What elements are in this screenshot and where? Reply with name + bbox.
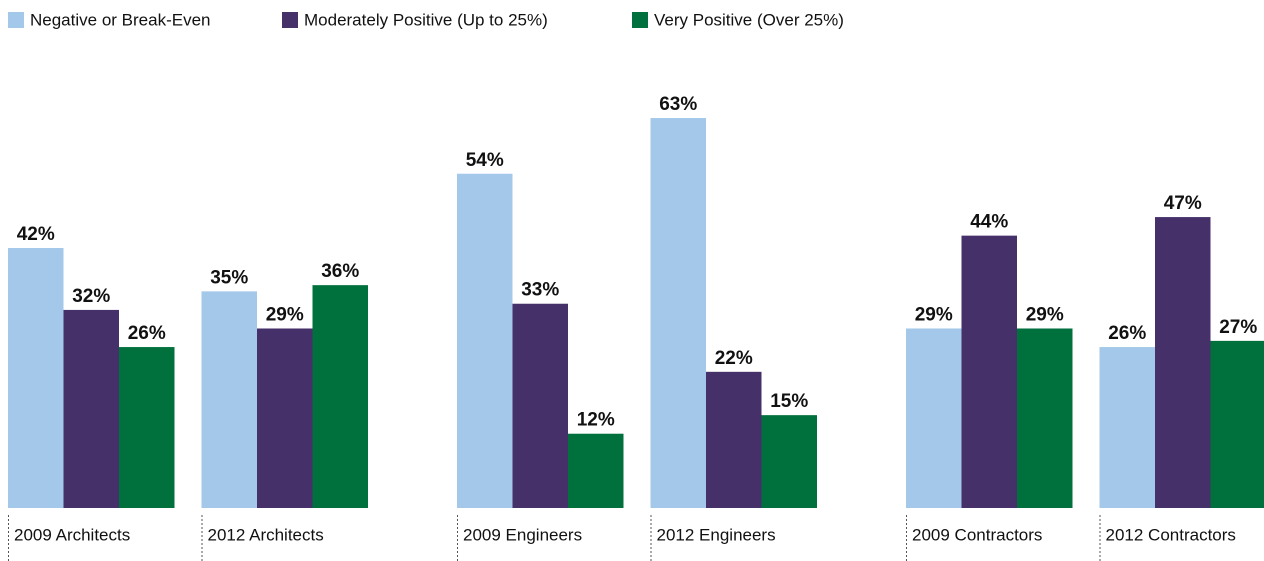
value-label: 26% [128,323,166,344]
bar [457,173,513,509]
value-label: 54% [466,150,504,171]
legend-swatch [632,12,648,28]
bar [706,371,762,508]
x-tick-label: 2012 Architects [208,525,324,544]
bar [63,309,119,508]
x-tick-label: 2009 Contractors [912,525,1042,544]
value-label: 29% [266,305,304,326]
value-label: 33% [521,280,559,301]
legend-swatch [282,12,298,28]
value-label: 47% [1164,193,1202,214]
value-label: 44% [970,212,1008,233]
bar [1155,217,1211,508]
bar [8,248,64,508]
bar [201,291,257,508]
bar [961,235,1017,508]
legend-label: Very Positive (Over 25%) [654,10,844,29]
value-label: 27% [1219,317,1257,338]
bar [1017,328,1073,508]
value-label: 26% [1108,323,1146,344]
bar [1099,347,1155,508]
legend-label: Negative or Break-Even [30,10,210,29]
x-tick-label: 2009 Architects [14,525,130,544]
bar [257,328,313,508]
bar [906,328,962,508]
value-label: 12% [577,410,615,431]
x-tick-label: 2012 Engineers [657,525,776,544]
value-label: 63% [659,94,697,115]
value-label: 42% [17,224,55,245]
x-tick-label: 2012 Contractors [1106,525,1236,544]
value-label: 15% [770,391,808,412]
value-label: 29% [1026,305,1064,326]
value-label: 29% [915,305,953,326]
value-label: 36% [321,261,359,282]
legend-swatch [8,12,24,28]
legend-label: Moderately Positive (Up to 25%) [304,10,548,29]
bar [650,118,706,508]
value-label: 32% [72,286,110,307]
bar [1210,340,1264,508]
bar [568,433,624,508]
bar [312,285,368,508]
x-tick-label: 2009 Engineers [463,525,582,544]
value-label: 22% [715,348,753,369]
bar [119,347,175,508]
bar [512,303,568,508]
bar [761,415,817,508]
value-label: 35% [210,267,248,288]
